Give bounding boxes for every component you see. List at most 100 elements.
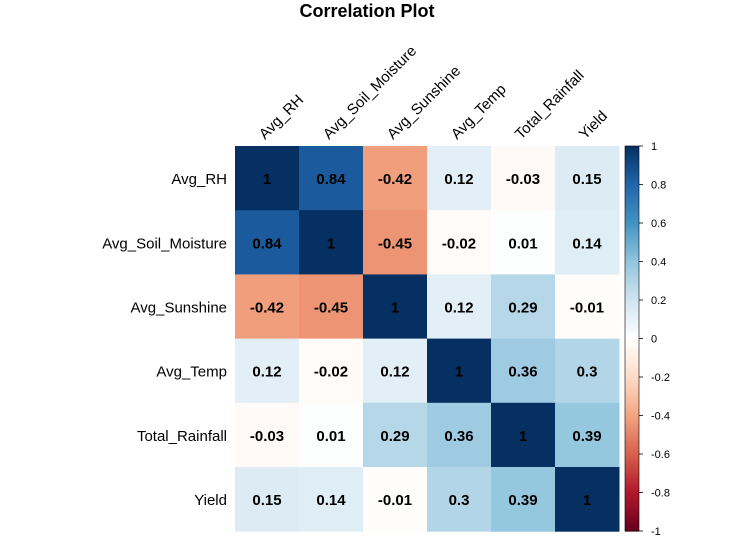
colorbar-swatch [625, 267, 639, 270]
heatmap-cell [427, 146, 492, 211]
colorbar-swatch [625, 409, 639, 413]
row-label: Yield [194, 492, 227, 509]
heatmap-cell [555, 274, 620, 340]
cell-value-label: -0.03 [506, 171, 540, 188]
colorbar-swatch [625, 328, 639, 332]
cell-value-label: 0.12 [380, 364, 409, 381]
colorbar-swatch [625, 171, 639, 174]
colorbar-swatch [625, 494, 639, 497]
colorbar-swatch [625, 325, 639, 328]
cell-value-label: -0.03 [250, 428, 284, 445]
colorbar-tick-label: 0.8 [651, 180, 666, 192]
colorbar-swatch [625, 244, 639, 247]
colorbar-swatch [625, 378, 639, 382]
cell-value-label: 0.29 [508, 300, 537, 317]
colorbar-swatch [625, 350, 639, 353]
heatmap-cell [491, 210, 556, 275]
colorbar-swatch [625, 455, 639, 459]
colorbar-swatch [625, 461, 639, 465]
colorbar-swatch [625, 338, 639, 342]
cell-value-label: 0.39 [572, 428, 601, 445]
colorbar-swatch [625, 496, 639, 499]
colorbar-swatch [625, 215, 639, 218]
colorbar-swatch [625, 300, 639, 303]
colorbar-swatch [625, 286, 639, 290]
row-label: Avg_RH [171, 171, 227, 188]
heatmap-cells [235, 146, 620, 532]
heatmap-cell [555, 146, 620, 211]
colorbar-swatch [625, 201, 639, 205]
colorbar-swatch [625, 332, 639, 336]
row-label: Avg_Temp [156, 364, 227, 381]
cell-value-label: 0.12 [444, 171, 473, 188]
colorbar-swatch [625, 417, 639, 420]
colorbar-swatch [625, 230, 639, 234]
cell-value-label: 1 [455, 364, 463, 381]
colorbar-swatch [625, 438, 639, 442]
colorbar-swatch [625, 217, 639, 220]
heatmap-cell [427, 467, 492, 532]
row-label: Avg_Sunshine [131, 300, 227, 317]
colorbar-swatch [625, 192, 639, 195]
colorbar-swatch [625, 377, 639, 380]
colorbar-swatch [625, 371, 639, 374]
colorbar-tick-label: 1 [651, 141, 657, 153]
colorbar-swatch [625, 415, 639, 419]
cell-value-label: 0.3 [449, 492, 470, 509]
colorbar-swatch [625, 155, 639, 159]
colorbar-swatch [625, 421, 639, 424]
heatmap-cell [299, 338, 364, 404]
cell-value-label: 0.84 [252, 235, 282, 252]
heatmap-cell [363, 146, 428, 211]
colorbar-tick-label: -0.4 [651, 411, 670, 423]
colorbar-swatch [625, 336, 639, 340]
colorbar-swatch [625, 521, 639, 524]
colorbar-swatch [625, 305, 639, 309]
heatmap-cell [555, 338, 620, 404]
colorbar-swatch [625, 471, 639, 474]
colorbar-swatch [625, 176, 639, 180]
colorbar-swatch [625, 405, 639, 409]
colorbar-swatch [625, 196, 639, 199]
heatmap-cell [235, 338, 300, 404]
colorbar-swatch [625, 527, 639, 530]
colorbar-swatch [625, 351, 639, 355]
cell-value-label: 0.15 [572, 171, 601, 188]
colorbar-swatch [625, 375, 639, 378]
colorbar-swatch [625, 473, 639, 476]
heatmap-cell [427, 274, 492, 340]
colorbar-swatch [625, 182, 639, 186]
colorbar-swatch [625, 292, 639, 295]
colorbar-swatch [625, 423, 639, 426]
colorbar-swatch [625, 161, 639, 164]
colorbar-swatch [625, 311, 639, 315]
colorbar-swatch [625, 309, 639, 313]
colorbar-swatch [625, 419, 639, 422]
colorbar-swatch [625, 151, 639, 155]
colorbar-swatch [625, 482, 639, 486]
colorbar-swatch [625, 263, 639, 266]
row-label: Total_Rainfall [137, 428, 227, 445]
colorbar-swatch [625, 427, 639, 430]
colorbar-swatch [625, 448, 639, 451]
colorbar-swatch [625, 400, 639, 403]
colorbar-swatch [625, 502, 639, 505]
heatmap-cell [363, 274, 428, 340]
colorbar-swatch [625, 469, 639, 472]
colorbar-swatch [625, 221, 639, 224]
colorbar-swatch [625, 259, 639, 263]
cell-value-label: -0.45 [378, 235, 412, 252]
colorbar-swatch [625, 223, 639, 226]
cell-value-label: 0.14 [316, 492, 346, 509]
cell-value-label: 0.36 [508, 364, 537, 381]
colorbar-swatch [625, 529, 639, 532]
colorbar-swatch [625, 321, 639, 324]
heatmap-cell [491, 146, 556, 211]
cell-value-label: 0.29 [380, 428, 409, 445]
heatmap-cell [491, 338, 556, 404]
colorbar-swatch [625, 234, 639, 238]
colorbar-swatch [625, 432, 639, 436]
colorbar-swatch [625, 255, 639, 259]
colorbar-swatch [625, 271, 639, 274]
colorbar-swatch [625, 344, 639, 347]
